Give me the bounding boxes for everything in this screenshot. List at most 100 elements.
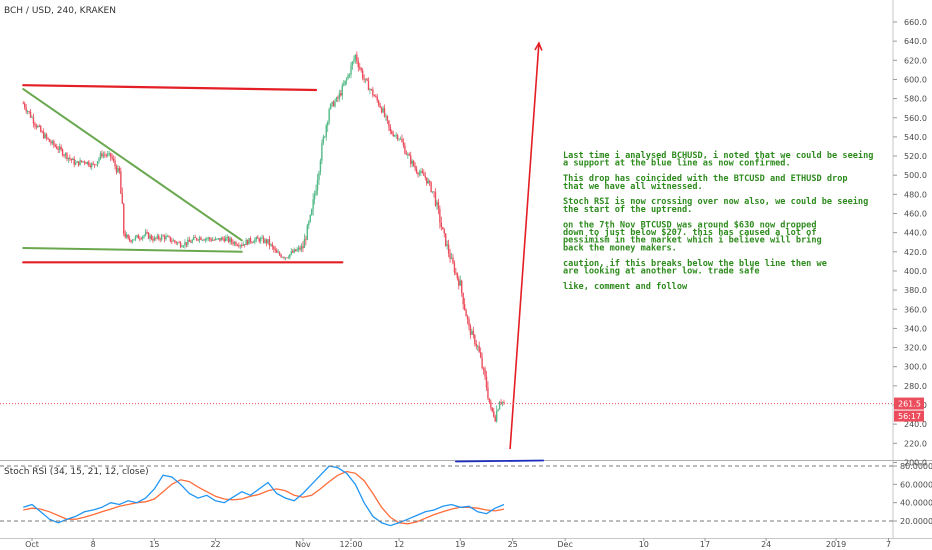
candle-body — [481, 357, 483, 368]
candle-body — [341, 85, 343, 96]
projection-arrow-shaft — [509, 43, 540, 450]
candle-body — [449, 253, 451, 259]
candle-body — [360, 68, 362, 71]
candle-body — [354, 54, 357, 60]
candle-body — [442, 227, 444, 230]
price-tick-label: 300.0 — [904, 363, 927, 372]
stoch-tick-label: 60.0000 — [900, 480, 932, 489]
candle-body — [64, 153, 67, 156]
candle-body — [340, 93, 342, 96]
candle-body — [334, 101, 336, 107]
price-tick-label: 520.0 — [904, 152, 927, 161]
candle-body — [69, 157, 71, 159]
candle-body — [353, 59, 355, 62]
candle-body — [479, 352, 482, 358]
candle-body — [478, 346, 480, 353]
annotation-line: This drop has coincided with the BTCUSD … — [563, 173, 848, 184]
candle-body — [500, 402, 502, 404]
candle-body — [286, 257, 288, 259]
candle-body — [72, 158, 74, 161]
candle-body — [484, 368, 486, 377]
candle-body — [185, 242, 188, 245]
candle-body — [284, 257, 287, 259]
candle-body — [63, 155, 65, 157]
candle-body — [187, 239, 189, 245]
candle-body — [351, 61, 354, 66]
candle-body — [450, 257, 453, 259]
candle-body — [324, 136, 326, 138]
candle-body — [191, 239, 193, 243]
candle-body — [287, 257, 290, 259]
stoch-k-line — [23, 465, 505, 527]
blue-support-line — [454, 459, 545, 463]
candle-body — [453, 263, 456, 273]
annotation-line: pessimism in the market which i believe … — [563, 235, 822, 246]
candle-body — [209, 237, 211, 240]
candle-body — [195, 237, 198, 240]
time-tick-label: 24 — [761, 540, 771, 549]
candle-body — [398, 138, 400, 140]
stoch-layer — [23, 465, 505, 527]
candle-body — [389, 126, 392, 132]
candle-body — [394, 135, 396, 137]
candle-body — [335, 97, 338, 102]
candle-body — [91, 163, 93, 167]
candle-body — [430, 182, 432, 192]
candle-body — [225, 237, 227, 242]
candle-body — [96, 161, 99, 165]
candle-body — [246, 240, 249, 245]
candle-body — [292, 251, 294, 253]
candle-body — [56, 146, 58, 149]
candle-body — [99, 153, 102, 159]
candle-body — [42, 131, 45, 139]
candle-body — [276, 250, 278, 253]
candle-body — [391, 131, 393, 134]
candle-body — [402, 142, 405, 146]
candle-body — [117, 168, 119, 173]
candle-body — [410, 155, 412, 164]
descending-trendline — [22, 88, 243, 242]
candle-body — [396, 135, 399, 140]
candle-body — [120, 171, 122, 194]
time-tick-label: 17 — [700, 540, 710, 549]
candle-body — [134, 236, 137, 240]
candle-body — [226, 236, 228, 238]
candle-body — [369, 89, 371, 91]
candle-body — [31, 117, 33, 119]
candle-body — [98, 158, 100, 162]
stoch-d-line — [23, 470, 505, 525]
price-tick-label: 360.0 — [904, 305, 927, 314]
candle-body — [61, 149, 64, 156]
candle-body — [83, 161, 86, 163]
candle-body — [150, 235, 153, 240]
candle-body — [131, 240, 134, 242]
candle-body — [128, 238, 131, 241]
price-tick-label: 580.0 — [904, 95, 927, 104]
candle-body — [22, 103, 24, 105]
candle-body — [163, 235, 166, 240]
candle-body — [219, 238, 221, 241]
candle-body — [213, 239, 215, 241]
price-tick-label: 640.0 — [904, 37, 927, 46]
candle-body — [385, 115, 387, 117]
candle-body — [28, 111, 30, 113]
candle-body — [482, 367, 485, 369]
candle-body — [447, 244, 450, 254]
candle-body — [166, 236, 169, 238]
candle-body — [93, 164, 96, 165]
price-tick-label: 220.0 — [904, 439, 927, 448]
candle-body — [192, 237, 195, 240]
annotation-line: are looking at another low. trade safe — [563, 266, 760, 277]
candle-body — [190, 241, 192, 243]
candle-body — [271, 244, 274, 247]
candle-body — [494, 416, 496, 422]
candle-body — [345, 78, 348, 81]
candle-body — [379, 105, 381, 108]
candle-body — [468, 319, 470, 326]
candle-body — [315, 190, 317, 195]
candle-body — [364, 78, 367, 80]
price-tick-label: 480.0 — [904, 190, 927, 199]
candle-body — [50, 142, 52, 144]
candle-body — [118, 168, 121, 172]
